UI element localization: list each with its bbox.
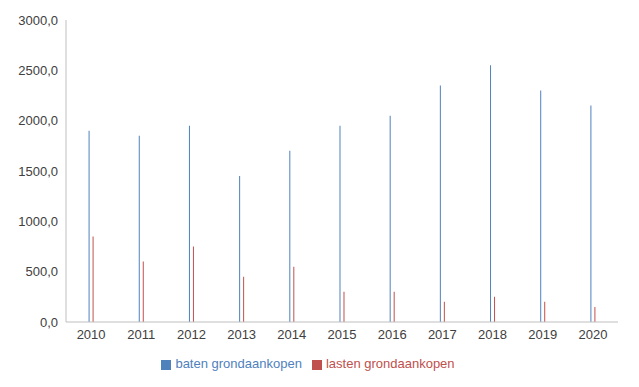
svg-text:2012: 2012 bbox=[177, 327, 206, 342]
svg-text:2000,0: 2000,0 bbox=[18, 113, 58, 128]
svg-text:2010: 2010 bbox=[77, 327, 106, 342]
svg-text:2015: 2015 bbox=[328, 327, 357, 342]
svg-text:1000,0: 1000,0 bbox=[18, 214, 58, 229]
svg-text:2018: 2018 bbox=[478, 327, 507, 342]
svg-text:2020: 2020 bbox=[578, 327, 607, 342]
svg-text:2019: 2019 bbox=[528, 327, 557, 342]
svg-text:2014: 2014 bbox=[277, 327, 306, 342]
html-text:lasten grondaankopen: lasten grondaankopen bbox=[325, 356, 455, 371]
svg-text:2017: 2017 bbox=[428, 327, 457, 342]
svg-text:2011: 2011 bbox=[127, 327, 155, 342]
svg-text:0,0: 0,0 bbox=[40, 315, 58, 330]
svg-text:3000,0: 3000,0 bbox=[18, 13, 58, 28]
svg-text:2500,0: 2500,0 bbox=[18, 63, 58, 78]
svg-text:500,0: 500,0 bbox=[25, 264, 58, 279]
svg-text:1500,0: 1500,0 bbox=[18, 164, 58, 179]
svg-text:2013: 2013 bbox=[227, 327, 256, 342]
html-text:baten grondaankopen: baten grondaankopen bbox=[175, 356, 302, 371]
svg-text:2016: 2016 bbox=[378, 327, 407, 342]
